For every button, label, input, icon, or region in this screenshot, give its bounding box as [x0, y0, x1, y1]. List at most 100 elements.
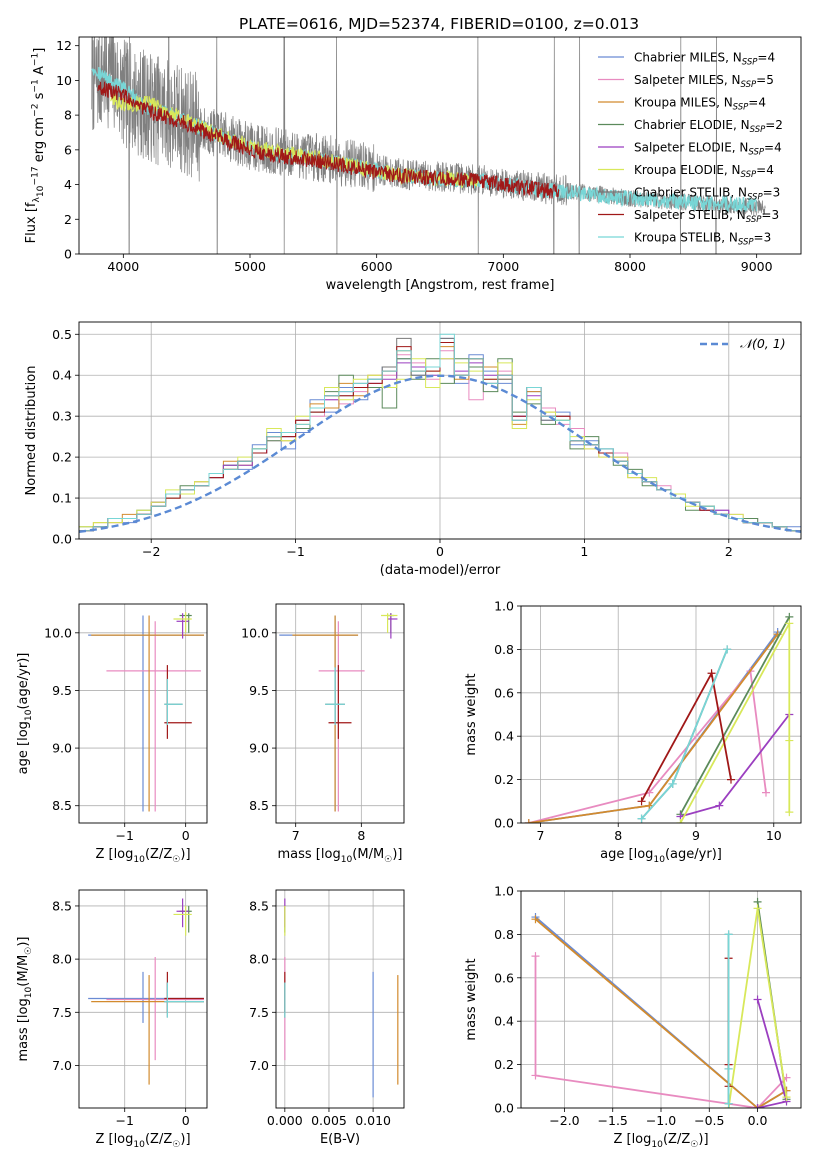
ticks: −1 0 7.0 7.5 8.0 8.5: [52, 898, 190, 1128]
ticks: −1 0 8.5 9.0 9.5 10.0: [44, 625, 190, 843]
y-axis-label-part: 10: [36, 185, 46, 197]
legend-eq: =: [764, 141, 774, 155]
legend-nssp: 2: [775, 118, 783, 132]
y-axis-label-part: (M/M: [16, 955, 31, 987]
x-axis-label-part: Z [log: [95, 847, 133, 862]
weight-marker: [727, 775, 735, 784]
x-axis-label: age [log10(age/yr)]: [600, 847, 722, 865]
legend-nssp: 5: [766, 73, 774, 87]
legend-ssp: SSP: [741, 80, 757, 90]
y-axis-label-part: (age/yr)]: [16, 653, 31, 710]
plot-area: [524, 612, 794, 823]
legend-n: , N: [721, 231, 738, 245]
x-axis-label-part: age [log: [600, 847, 653, 862]
weight-marker: [723, 645, 732, 654]
legend-label: Chabrier STELIB, NSSP=3: [634, 186, 780, 203]
y-tick-label: 7.0: [249, 1058, 269, 1073]
y-tick-label: 1.0: [494, 884, 514, 899]
y-tick-label: 0.5: [52, 327, 72, 342]
x-tick-label: 0: [182, 828, 190, 843]
weight-marker: [637, 814, 646, 823]
legend-n: , N: [729, 208, 746, 222]
weight-marker: [524, 819, 533, 823]
panel-age-vs-metallicity: −1 08.59.09.510.0Z [log10(Z/Z☉)]age [log1…: [16, 603, 208, 865]
x-tick-label: 2: [725, 544, 733, 559]
legend-nssp: 4: [774, 141, 782, 155]
y-axis-label: Normed distribution: [24, 366, 39, 496]
y-axis-label: age [log10(age/yr)]: [16, 653, 34, 775]
ticks: 4000 5000 6000 7000 8000 9000 0 2 4 6 8 10 12: [56, 38, 773, 274]
legend-nssp: 3: [764, 231, 772, 245]
weight-marker: [724, 930, 733, 939]
legend-label: Chabrier MILES, NSSP=4: [634, 51, 775, 68]
weight-marker: [785, 736, 794, 745]
legend-eq: =: [748, 96, 758, 110]
x-tick-label: 8: [614, 828, 622, 843]
x-tick-label: 7: [292, 828, 300, 843]
y-tick-label: 4: [64, 177, 72, 192]
plot-area: [79, 333, 801, 539]
plot-area: [284, 898, 399, 1098]
legend-ssp: SSP: [746, 215, 762, 225]
panel-residual-histogram: −2 −1 0 1 2 0.0 0.1 0.2 0.3 0.4 0.5 (data-model)/er…: [24, 321, 802, 578]
x-tick-label: −1.5: [598, 1113, 628, 1128]
axes-frame: [520, 890, 802, 1109]
weight-marker: [531, 1071, 540, 1080]
y-tick-label: 0.1: [52, 491, 72, 506]
y-tick-label: 0.2: [494, 1057, 514, 1072]
x-axis-label-part: ☉: [172, 855, 180, 865]
y-tick-label: 0.3: [52, 409, 72, 424]
legend-eq: =: [756, 163, 766, 177]
x-axis-label-part: (Z/Z: [663, 1132, 690, 1147]
x-axis-label: Z [log10(Z/Z☉)]: [613, 1132, 708, 1150]
y-tick-label: 1.0: [494, 599, 514, 614]
axes-frame: [78, 603, 208, 824]
x-axis-label-part: ☉: [690, 1140, 698, 1150]
x-tick-label: 4000: [107, 259, 139, 274]
y-tick-label: 8.5: [52, 898, 72, 913]
model-spectrum: [97, 81, 560, 199]
x-tick-label: 9: [692, 828, 700, 843]
x-axis-label: (data-model)/error: [380, 563, 501, 578]
weight-marker: [762, 788, 770, 797]
weight-marker: [782, 1093, 791, 1102]
weight-line: [534, 918, 787, 1108]
x-tick-label: 10: [766, 828, 782, 843]
y-axis-label-part: −1: [31, 53, 41, 66]
panel-mass-weight-vs-metallicity: −2.0 −1.5 −1.0 −0.5 0.0 0.0 0.2 0.4 0.6 0.8 1.0 Z […: [464, 884, 802, 1150]
legend-n: , N: [733, 118, 750, 132]
x-tick-label: 0: [182, 1113, 190, 1128]
legend-label: Chabrier ELODIE, NSSP=2: [634, 118, 783, 135]
legend-label: Kroupa MILES, NSSP=4: [634, 96, 766, 113]
y-tick-label: 0.8: [494, 642, 514, 657]
y-tick-label: 7.0: [52, 1058, 72, 1073]
x-tick-label: 6000: [361, 259, 393, 274]
y-axis-label-part: erg cm: [32, 117, 47, 166]
y-tick-label: 10.0: [44, 625, 72, 640]
legend-model: Kroupa ELODIE: [634, 163, 724, 177]
y-axis-label-part: mass [log: [16, 998, 31, 1061]
axes-frame: [275, 603, 405, 824]
y-tick-label: 8.5: [52, 798, 72, 813]
y-axis-label: mass weight: [464, 673, 479, 755]
y-axis-label-part: −17: [31, 166, 41, 185]
panel-age-vs-mass: 7 8 8.5 9.0 9.5 10.0 mass [log10(M/M☉)]: [241, 603, 405, 865]
legend-n: , N: [725, 51, 742, 65]
ticks: 7 8 8.5 9.0 9.5 10.0: [241, 625, 365, 843]
y-tick-label: 12: [56, 38, 72, 53]
plot-area: [88, 612, 204, 812]
y-tick-label: 8.5: [249, 798, 269, 813]
x-axis-label-part: (M/M: [352, 847, 384, 862]
x-tick-label: 8000: [614, 259, 646, 274]
x-axis-label: mass [log10(M/M☉)]: [278, 847, 403, 865]
legend-model: Chabrier MILES: [634, 51, 725, 65]
legend-n: , N: [732, 141, 749, 155]
y-tick-label: 8.5: [249, 898, 269, 913]
axes-frame: [78, 36, 802, 255]
x-tick-label: 1: [580, 544, 588, 559]
legend-label: Kroupa STELIB, NSSP=3: [634, 231, 771, 248]
x-axis-label-part: Z [log: [95, 1132, 133, 1147]
x-tick-label: −2.0: [549, 1113, 579, 1128]
legend-ssp: SSP: [738, 238, 754, 248]
